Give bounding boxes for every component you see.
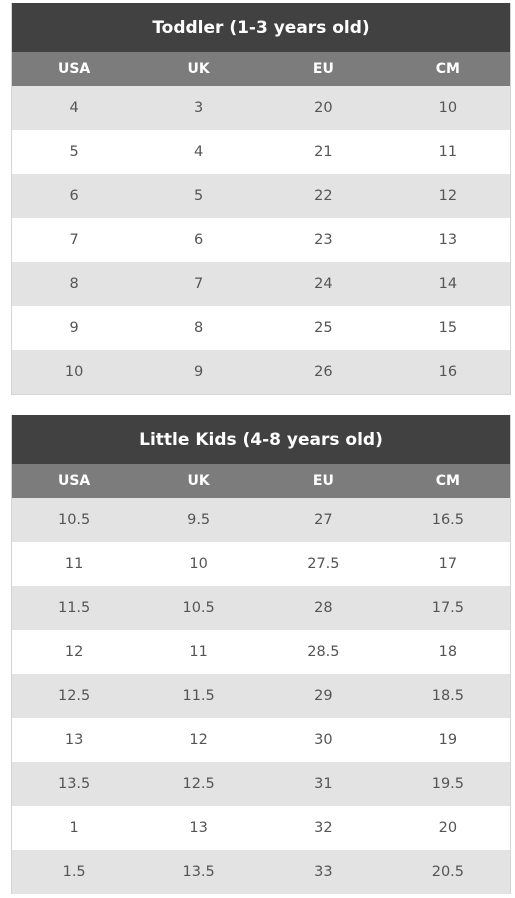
- header-row: USA UK EU CM: [11, 52, 511, 86]
- cell-uk: 3: [136, 86, 261, 130]
- cell-cm: 12: [385, 174, 511, 218]
- cell-uk: 12: [136, 718, 261, 762]
- table-row: 11.5 10.5 28 17.5: [11, 586, 511, 630]
- cell-eu: 30: [261, 718, 386, 762]
- column-header-eu: EU: [261, 464, 386, 498]
- cell-uk: 12.5: [136, 762, 261, 806]
- cell-eu: 26: [261, 350, 386, 394]
- cell-uk: 9.5: [136, 498, 261, 542]
- cell-cm: 14: [385, 262, 511, 306]
- cell-usa: 4: [11, 86, 137, 130]
- table-row: 7 6 23 13: [11, 218, 511, 262]
- cell-usa: 10.5: [11, 498, 137, 542]
- table-row: 10.5 9.5 27 16.5: [11, 498, 511, 542]
- table-title: Little Kids (4-8 years old): [11, 415, 511, 464]
- cell-uk: 10.5: [136, 586, 261, 630]
- cell-cm: 16.5: [385, 498, 511, 542]
- cell-usa: 11.5: [11, 586, 137, 630]
- table-row: 6 5 22 12: [11, 174, 511, 218]
- cell-cm: 20.5: [385, 850, 511, 894]
- cell-usa: 12.5: [11, 674, 137, 718]
- table-title: Toddler (1-3 years old): [11, 3, 511, 52]
- cell-usa: 9: [11, 306, 137, 350]
- little-kids-size-table: Little Kids (4-8 years old) USA UK EU CM…: [11, 415, 511, 894]
- cell-eu: 28.5: [261, 630, 386, 674]
- table-row: 12.5 11.5 29 18.5: [11, 674, 511, 718]
- cell-cm: 19.5: [385, 762, 511, 806]
- column-header-usa: USA: [11, 464, 137, 498]
- table-row: 1.5 13.5 33 20.5: [11, 850, 511, 894]
- table-row: 10 9 26 16: [11, 350, 511, 394]
- cell-usa: 13.5: [11, 762, 137, 806]
- cell-usa: 5: [11, 130, 137, 174]
- cell-cm: 18.5: [385, 674, 511, 718]
- cell-uk: 13.5: [136, 850, 261, 894]
- column-header-cm: CM: [385, 52, 511, 86]
- cell-eu: 28: [261, 586, 386, 630]
- cell-uk: 11: [136, 630, 261, 674]
- cell-usa: 12: [11, 630, 137, 674]
- cell-cm: 17.5: [385, 586, 511, 630]
- cell-cm: 17: [385, 542, 511, 586]
- cell-usa: 11: [11, 542, 137, 586]
- cell-uk: 8: [136, 306, 261, 350]
- table-row: 5 4 21 11: [11, 130, 511, 174]
- cell-eu: 24: [261, 262, 386, 306]
- cell-uk: 10: [136, 542, 261, 586]
- table-row: 11 10 27.5 17: [11, 542, 511, 586]
- cell-eu: 25: [261, 306, 386, 350]
- cell-usa: 13: [11, 718, 137, 762]
- cell-usa: 1: [11, 806, 137, 850]
- column-header-uk: UK: [136, 464, 261, 498]
- cell-cm: 16: [385, 350, 511, 394]
- cell-uk: 6: [136, 218, 261, 262]
- cell-uk: 13: [136, 806, 261, 850]
- toddler-size-table: Toddler (1-3 years old) USA UK EU CM 4 3…: [11, 3, 511, 395]
- cell-eu: 20: [261, 86, 386, 130]
- cell-uk: 7: [136, 262, 261, 306]
- cell-cm: 20: [385, 806, 511, 850]
- cell-uk: 11.5: [136, 674, 261, 718]
- cell-eu: 23: [261, 218, 386, 262]
- header-row: USA UK EU CM: [11, 464, 511, 498]
- cell-uk: 9: [136, 350, 261, 394]
- cell-eu: 22: [261, 174, 386, 218]
- table-row: 8 7 24 14: [11, 262, 511, 306]
- cell-eu: 27: [261, 498, 386, 542]
- cell-eu: 29: [261, 674, 386, 718]
- cell-usa: 8: [11, 262, 137, 306]
- cell-cm: 15: [385, 306, 511, 350]
- table-row: 9 8 25 15: [11, 306, 511, 350]
- table-row: 1 13 32 20: [11, 806, 511, 850]
- table-row: 12 11 28.5 18: [11, 630, 511, 674]
- table-row: 13 12 30 19: [11, 718, 511, 762]
- table-row: 4 3 20 10: [11, 86, 511, 130]
- cell-usa: 6: [11, 174, 137, 218]
- column-header-usa: USA: [11, 52, 137, 86]
- cell-cm: 19: [385, 718, 511, 762]
- column-header-uk: UK: [136, 52, 261, 86]
- cell-eu: 32: [261, 806, 386, 850]
- column-header-cm: CM: [385, 464, 511, 498]
- cell-eu: 27.5: [261, 542, 386, 586]
- cell-eu: 33: [261, 850, 386, 894]
- cell-cm: 13: [385, 218, 511, 262]
- cell-eu: 31: [261, 762, 386, 806]
- cell-cm: 10: [385, 86, 511, 130]
- cell-uk: 4: [136, 130, 261, 174]
- cell-cm: 18: [385, 630, 511, 674]
- cell-uk: 5: [136, 174, 261, 218]
- column-header-eu: EU: [261, 52, 386, 86]
- cell-cm: 11: [385, 130, 511, 174]
- cell-usa: 1.5: [11, 850, 137, 894]
- table-row: 13.5 12.5 31 19.5: [11, 762, 511, 806]
- cell-usa: 10: [11, 350, 137, 394]
- cell-eu: 21: [261, 130, 386, 174]
- cell-usa: 7: [11, 218, 137, 262]
